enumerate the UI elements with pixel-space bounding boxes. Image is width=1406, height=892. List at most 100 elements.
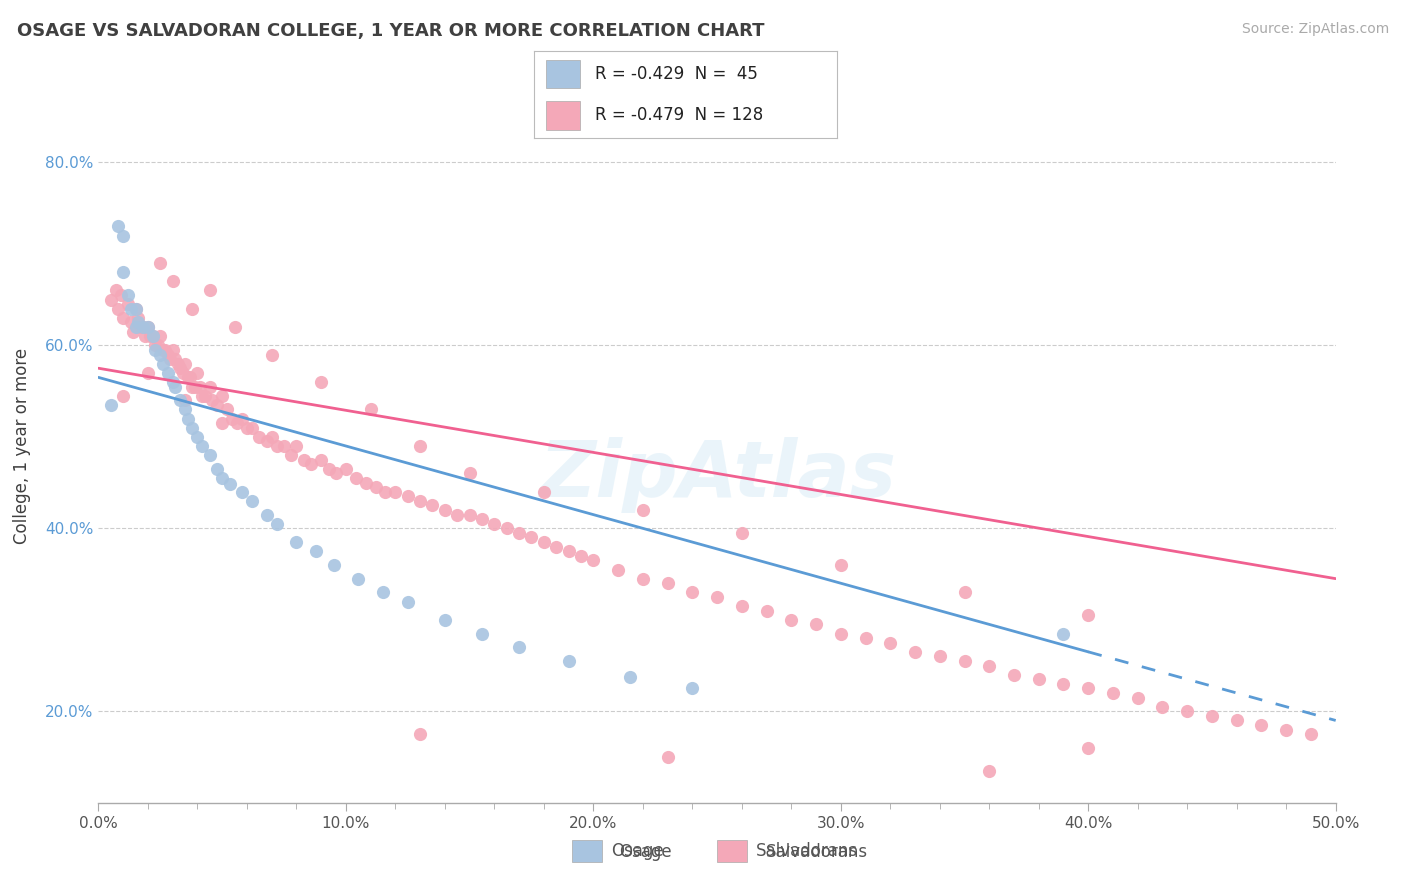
- Point: [231, 484, 253, 499]
- Text: Salvadorans: Salvadorans: [755, 842, 858, 860]
- Point: [422, 499, 444, 513]
- Text: R = -0.429  N =  45: R = -0.429 N = 45: [595, 65, 758, 83]
- Bar: [547, 101, 579, 129]
- Point: [285, 535, 308, 549]
- Point: [169, 393, 191, 408]
- Point: [165, 379, 187, 393]
- Point: [1175, 704, 1198, 718]
- Point: [830, 626, 852, 640]
- Point: [162, 375, 184, 389]
- Point: [409, 439, 432, 453]
- Point: [256, 508, 278, 522]
- Point: [409, 727, 432, 741]
- Point: [132, 320, 155, 334]
- Point: [484, 516, 506, 531]
- Point: [569, 549, 592, 563]
- Point: [240, 494, 263, 508]
- Point: [325, 467, 347, 481]
- Point: [266, 516, 288, 531]
- Text: OSAGE VS SALVADORAN COLLEGE, 1 YEAR OR MORE CORRELATION CHART: OSAGE VS SALVADORAN COLLEGE, 1 YEAR OR M…: [17, 22, 765, 40]
- Point: [557, 544, 579, 558]
- Point: [1052, 626, 1074, 640]
- Point: [347, 572, 370, 586]
- Point: [211, 471, 233, 485]
- Point: [149, 347, 172, 361]
- Point: [110, 288, 132, 302]
- Point: [127, 316, 149, 330]
- Point: [446, 508, 468, 522]
- Point: [107, 219, 129, 234]
- Point: [1052, 677, 1074, 691]
- Point: [371, 585, 394, 599]
- Point: [181, 420, 204, 434]
- Point: [830, 558, 852, 572]
- Point: [159, 352, 181, 367]
- Text: ZipAtlas: ZipAtlas: [538, 436, 896, 513]
- Point: [152, 343, 174, 357]
- Point: [731, 525, 754, 540]
- Point: [619, 669, 641, 683]
- Point: [1028, 673, 1050, 687]
- Point: [156, 366, 179, 380]
- Point: [433, 503, 456, 517]
- Point: [211, 389, 233, 403]
- Point: [520, 531, 543, 545]
- Point: [409, 494, 432, 508]
- Point: [273, 439, 295, 453]
- Point: [191, 439, 214, 453]
- Point: [100, 398, 122, 412]
- Point: [124, 320, 146, 334]
- Point: [928, 649, 950, 664]
- Point: [174, 393, 197, 408]
- Point: [533, 535, 555, 549]
- Point: [143, 338, 166, 352]
- Point: [309, 375, 332, 389]
- Point: [134, 329, 156, 343]
- Point: [142, 329, 165, 343]
- Point: [124, 301, 146, 316]
- Point: [256, 434, 278, 449]
- Point: [260, 430, 283, 444]
- Point: [136, 320, 159, 334]
- Point: [124, 301, 146, 316]
- Point: [143, 343, 166, 357]
- Point: [174, 357, 197, 371]
- Point: [354, 475, 377, 490]
- Point: [100, 293, 122, 307]
- Point: [607, 562, 630, 576]
- Point: [236, 420, 259, 434]
- Point: [156, 347, 179, 361]
- Point: [335, 462, 357, 476]
- Text: Osage: Osage: [619, 843, 671, 861]
- Point: [804, 617, 827, 632]
- Point: [1077, 681, 1099, 696]
- Point: [657, 750, 679, 764]
- Point: [186, 430, 208, 444]
- Point: [260, 347, 283, 361]
- Point: [953, 654, 976, 668]
- Point: [181, 379, 204, 393]
- Point: [384, 484, 406, 499]
- Point: [953, 585, 976, 599]
- Bar: [717, 839, 747, 863]
- Point: [112, 389, 135, 403]
- Point: [1275, 723, 1298, 737]
- Point: [495, 521, 517, 535]
- Point: [165, 352, 187, 367]
- Point: [1201, 709, 1223, 723]
- Point: [205, 398, 228, 412]
- Point: [184, 379, 207, 393]
- Point: [112, 228, 135, 243]
- Point: [360, 402, 382, 417]
- Point: [201, 393, 224, 408]
- Bar: [572, 839, 602, 863]
- Point: [780, 613, 803, 627]
- Text: Osage: Osage: [610, 842, 664, 860]
- Point: [122, 325, 145, 339]
- Point: [657, 576, 679, 591]
- Bar: [547, 60, 579, 88]
- Point: [149, 329, 172, 343]
- Point: [582, 553, 605, 567]
- Point: [139, 329, 162, 343]
- Point: [364, 480, 387, 494]
